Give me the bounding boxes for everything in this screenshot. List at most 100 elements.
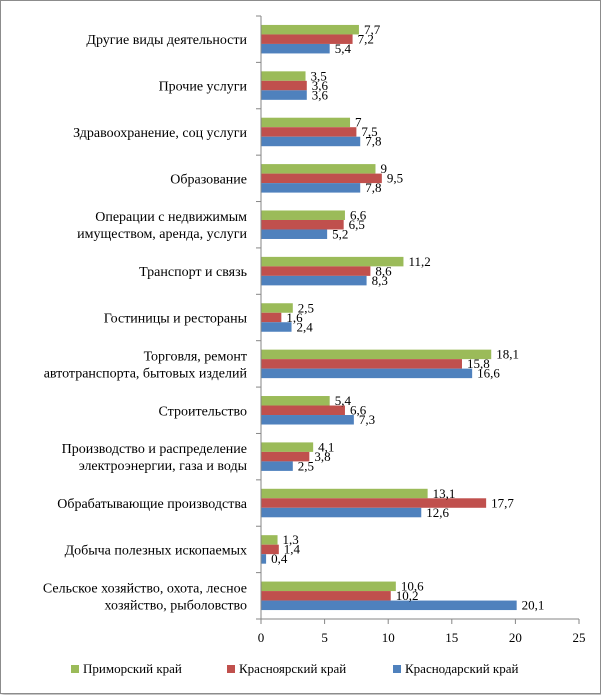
legend-label-1: Приморский край	[83, 661, 182, 676]
bar-2-7	[261, 312, 282, 323]
bar-1-12	[261, 535, 278, 545]
bar-3-1	[261, 43, 330, 54]
bar-1-8	[261, 349, 492, 360]
value-label-3-12: 0,4	[271, 551, 288, 566]
value-label-2-6: 8,6	[375, 263, 392, 278]
bar-3-2	[261, 90, 307, 100]
category-label: Торговля, ремонт автотранспорта, бытовых …	[44, 349, 248, 381]
x-tick-label: 0	[258, 630, 265, 645]
value-label-2-8: 15,8	[467, 356, 490, 371]
bar-3-12	[261, 554, 267, 564]
bar-2-6	[261, 266, 371, 276]
bar-2-9	[261, 405, 345, 416]
bar-2-1	[261, 34, 353, 44]
bar-2-11	[261, 498, 487, 508]
x-tick-label: 15	[445, 630, 458, 645]
value-label-3-9: 7,3	[359, 412, 375, 427]
category-label: Гостиницы и рестораны	[104, 312, 248, 327]
value-label-2-2: 3,6	[312, 78, 329, 93]
value-label-2-1: 7,2	[358, 31, 374, 46]
value-label-2-9: 6,6	[350, 403, 367, 418]
bar-3-10	[261, 461, 293, 471]
legend-label-3: Краснодарский край	[405, 661, 519, 676]
legend-swatch-2	[227, 665, 235, 673]
value-label-2-7: 1,6	[286, 310, 303, 325]
value-label-1-1: 7,7	[364, 22, 381, 37]
x-tick-label: 20	[509, 630, 522, 645]
bar-3-8	[261, 368, 473, 379]
value-label-3-4: 7,8	[365, 180, 381, 195]
bar-1-7	[261, 303, 293, 313]
bar-2-4	[261, 173, 382, 184]
bar-2-10	[261, 451, 310, 462]
value-label-1-11: 13,1	[433, 486, 456, 501]
value-label-3-7: 2,4	[297, 319, 314, 334]
bar-1-4	[261, 164, 376, 174]
bar-2-8	[261, 359, 462, 369]
bar-1-13	[261, 581, 396, 592]
bar-1-3	[261, 117, 351, 128]
axes-layer: 0 5 10 15 20 25	[256, 15, 586, 645]
bar-1-9	[261, 396, 330, 406]
legend-swatch-3	[393, 665, 401, 673]
value-label-1-2: 3,5	[311, 68, 327, 83]
x-tick-label: 10	[382, 630, 395, 645]
value-label-1-12: 1,3	[283, 532, 299, 547]
value-label-3-10: 2,5	[298, 458, 314, 473]
category-label: Прочие услуги	[159, 80, 248, 95]
value-label-2-13: 10,2	[396, 588, 419, 603]
value-label-2-4: 9,5	[387, 171, 403, 186]
category-label: Строительство	[159, 404, 247, 419]
value-label-1-10: 4,1	[318, 439, 334, 454]
legend-label-2: Красноярский край	[239, 661, 346, 676]
bar-1-1	[261, 24, 359, 35]
category-label: Здравоохранение, соц услуги	[73, 126, 247, 141]
bar-3-3	[261, 136, 361, 147]
value-label-3-13: 20,1	[522, 598, 545, 613]
legend: Приморский край Красноярский край Краснода…	[71, 661, 519, 676]
bar-3-5	[261, 229, 328, 239]
value-label-2-12: 1,4	[284, 542, 301, 557]
x-tick-label: 5	[321, 630, 328, 645]
category-label: Операции с недвижимым имуществом, аренда,…	[77, 210, 247, 242]
value-label-1-3: 7	[355, 115, 362, 130]
bar-3-7	[261, 322, 292, 332]
bar-3-4	[261, 183, 361, 193]
bar-1-2	[261, 71, 306, 81]
value-label-1-8: 18,1	[496, 347, 519, 362]
category-label: Обрабатывающие производства	[57, 497, 248, 512]
value-label-1-13: 10,6	[401, 579, 424, 594]
value-label-3-3: 7,8	[365, 134, 381, 149]
category-label: Другие виды деятельности	[86, 33, 247, 48]
value-label-3-8: 16,6	[477, 366, 500, 381]
bar-3-13	[261, 600, 517, 611]
value-label-2-3: 7,5	[361, 124, 377, 139]
bar-2-3	[261, 127, 357, 137]
value-label-1-9: 5,4	[335, 393, 352, 408]
bar-3-9	[261, 415, 354, 425]
legend-swatch-1	[71, 665, 79, 673]
value-label-3-6: 8,3	[372, 273, 388, 288]
value-label-2-5: 6,5	[349, 217, 365, 232]
value-label-1-4: 9	[380, 161, 387, 176]
value-label-3-11: 12,6	[426, 505, 449, 520]
category-label: Сельское хозяйство, охота, лесное хозяйст…	[43, 581, 247, 613]
bar-1-11	[261, 488, 428, 499]
category-label: Транспорт и связь	[139, 265, 247, 280]
bar-2-13	[261, 591, 391, 601]
value-label-3-2: 3,6	[312, 87, 329, 102]
category-label: Производство и распределение электроэнерг…	[62, 442, 248, 474]
value-label-3-1: 5,4	[335, 41, 352, 56]
value-label-1-7: 2,5	[298, 300, 314, 315]
value-label-2-11: 17,7	[491, 495, 514, 510]
value-label-2-10: 3,8	[314, 449, 330, 464]
bar-1-5	[261, 210, 345, 220]
bars-layer	[261, 24, 517, 611]
value-label-1-5: 6,6	[350, 207, 367, 222]
value-label-1-6: 11,2	[408, 254, 430, 269]
x-tick-label: 25	[573, 630, 586, 645]
bar-1-10	[261, 442, 314, 452]
